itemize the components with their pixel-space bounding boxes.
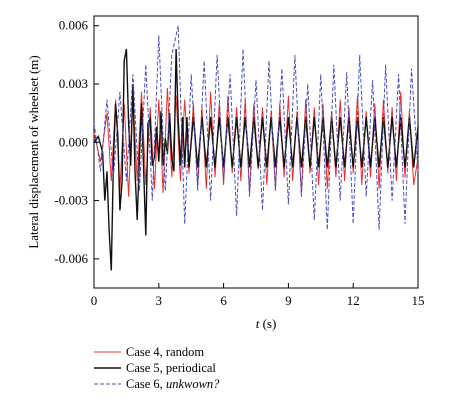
legend-label-text: Case 6, xyxy=(126,377,166,391)
x-tick-label: 9 xyxy=(285,293,292,308)
y-tick-label: 0.006 xyxy=(59,18,89,33)
legend-label-1: Case 4, random xyxy=(126,345,204,359)
y-tick-label: 0.000 xyxy=(59,134,88,149)
series-layer xyxy=(93,25,419,271)
legend-label-text: Case 5, periodical xyxy=(126,361,216,375)
y-tick-label: -0.006 xyxy=(54,251,88,266)
series-line-3 xyxy=(93,25,419,230)
x-tick-label: 3 xyxy=(156,293,163,308)
legend-label-text: Case 4, random xyxy=(126,345,204,359)
legend-label-3: Case 6, unkwown? xyxy=(126,377,220,391)
ticks-layer: 0 3 6 9 12 15 -0.006 -0.003 0.000 0.003 0.006 xyxy=(54,18,424,308)
x-axis-variable: t xyxy=(256,316,260,331)
x-tick-label: 15 xyxy=(412,293,425,308)
legend-label-italic: unkwown? xyxy=(166,377,220,391)
y-tick-label: 0.003 xyxy=(59,76,88,91)
x-tick-label: 12 xyxy=(347,293,360,308)
legend-label-2: Case 5, periodical xyxy=(126,361,216,375)
x-tick-label: 0 xyxy=(91,293,98,308)
legend: Case 4, random Case 5, periodical Case 6, … xyxy=(94,345,220,391)
series-line-2 xyxy=(93,48,419,271)
y-axis-label: Lateral displacement of wheelset (m) xyxy=(26,55,41,248)
x-tick-label: 6 xyxy=(220,293,227,308)
y-tick-label: -0.003 xyxy=(54,193,88,208)
x-axis-unit: (s) xyxy=(259,316,276,331)
plot-frame xyxy=(93,15,419,289)
x-axis-label: t (s) xyxy=(256,316,277,331)
